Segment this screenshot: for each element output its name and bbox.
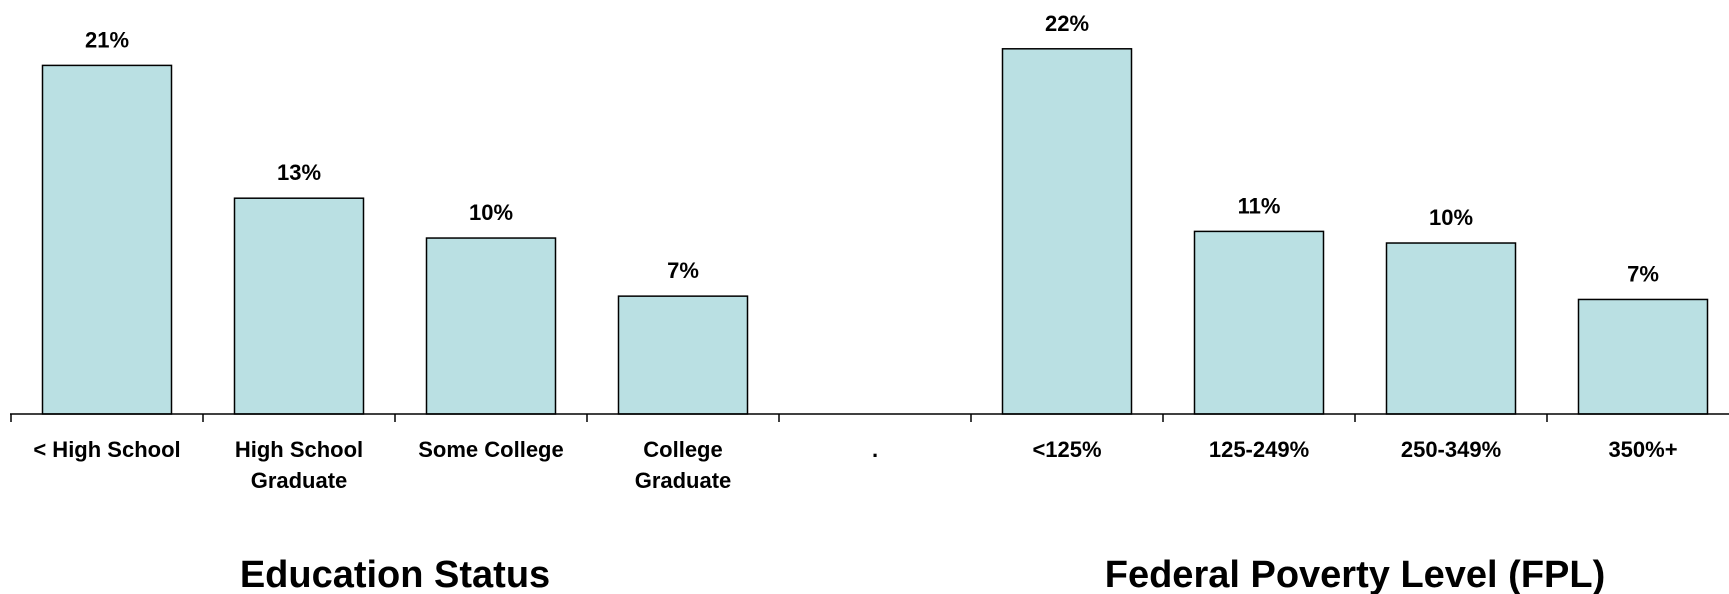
category-label-line: 125-249%: [1209, 437, 1309, 462]
category-label-line: High School: [235, 437, 363, 462]
category-label-line: < High School: [33, 437, 180, 462]
category-label: 250-349%: [1401, 437, 1501, 462]
category-label: <125%: [1032, 437, 1101, 462]
bar: [1577, 298, 1709, 415]
bar: [1385, 242, 1517, 415]
bar: [1193, 230, 1325, 415]
category-label-line: .: [872, 437, 878, 462]
group-label: Education Status: [240, 554, 550, 594]
bar: [233, 197, 365, 415]
category-label-line: College: [643, 437, 722, 462]
category-label-line: 250-349%: [1401, 437, 1501, 462]
bar-value-label: 10%: [1429, 205, 1473, 230]
bar: [1001, 48, 1133, 415]
bar: [41, 64, 173, 415]
bar-value-label: 22%: [1045, 11, 1089, 36]
bar-value-label: 11%: [1238, 193, 1281, 218]
bars-layer: [41, 48, 1709, 415]
category-label-line: Graduate: [251, 468, 348, 493]
bar-value-label: 13%: [277, 160, 321, 185]
bar: [425, 237, 557, 415]
category-label: .: [872, 437, 878, 462]
category-label-line: <125%: [1032, 437, 1101, 462]
bar-value-label: 10%: [469, 200, 513, 225]
bar-value-label: 7%: [667, 258, 699, 283]
x-axis-ticks: [10, 414, 1548, 422]
category-label: Some College: [418, 437, 563, 462]
bar-value-label: 7%: [1627, 261, 1659, 286]
group-labels-layer: Education Status Federal Poverty Level (F…: [240, 554, 1605, 594]
group-label: Federal Poverty Level (FPL): [1105, 554, 1606, 594]
bar: [617, 295, 749, 415]
value-labels-layer: 21% 13% 10% 7% 22% 11% 10% 7%: [85, 11, 1659, 287]
category-label-line: Graduate: [635, 468, 732, 493]
category-labels-layer: < High School High School Graduate Some Col…: [33, 437, 1677, 493]
category-label: College Graduate: [635, 437, 732, 493]
category-label-line: 350%+: [1608, 437, 1677, 462]
category-label: 125-249%: [1209, 437, 1309, 462]
category-label: High School Graduate: [235, 437, 363, 493]
category-label: 350%+: [1608, 437, 1677, 462]
bar-value-label: 21%: [85, 27, 129, 52]
category-label: < High School: [33, 437, 180, 462]
category-label-line: Some College: [418, 437, 563, 462]
